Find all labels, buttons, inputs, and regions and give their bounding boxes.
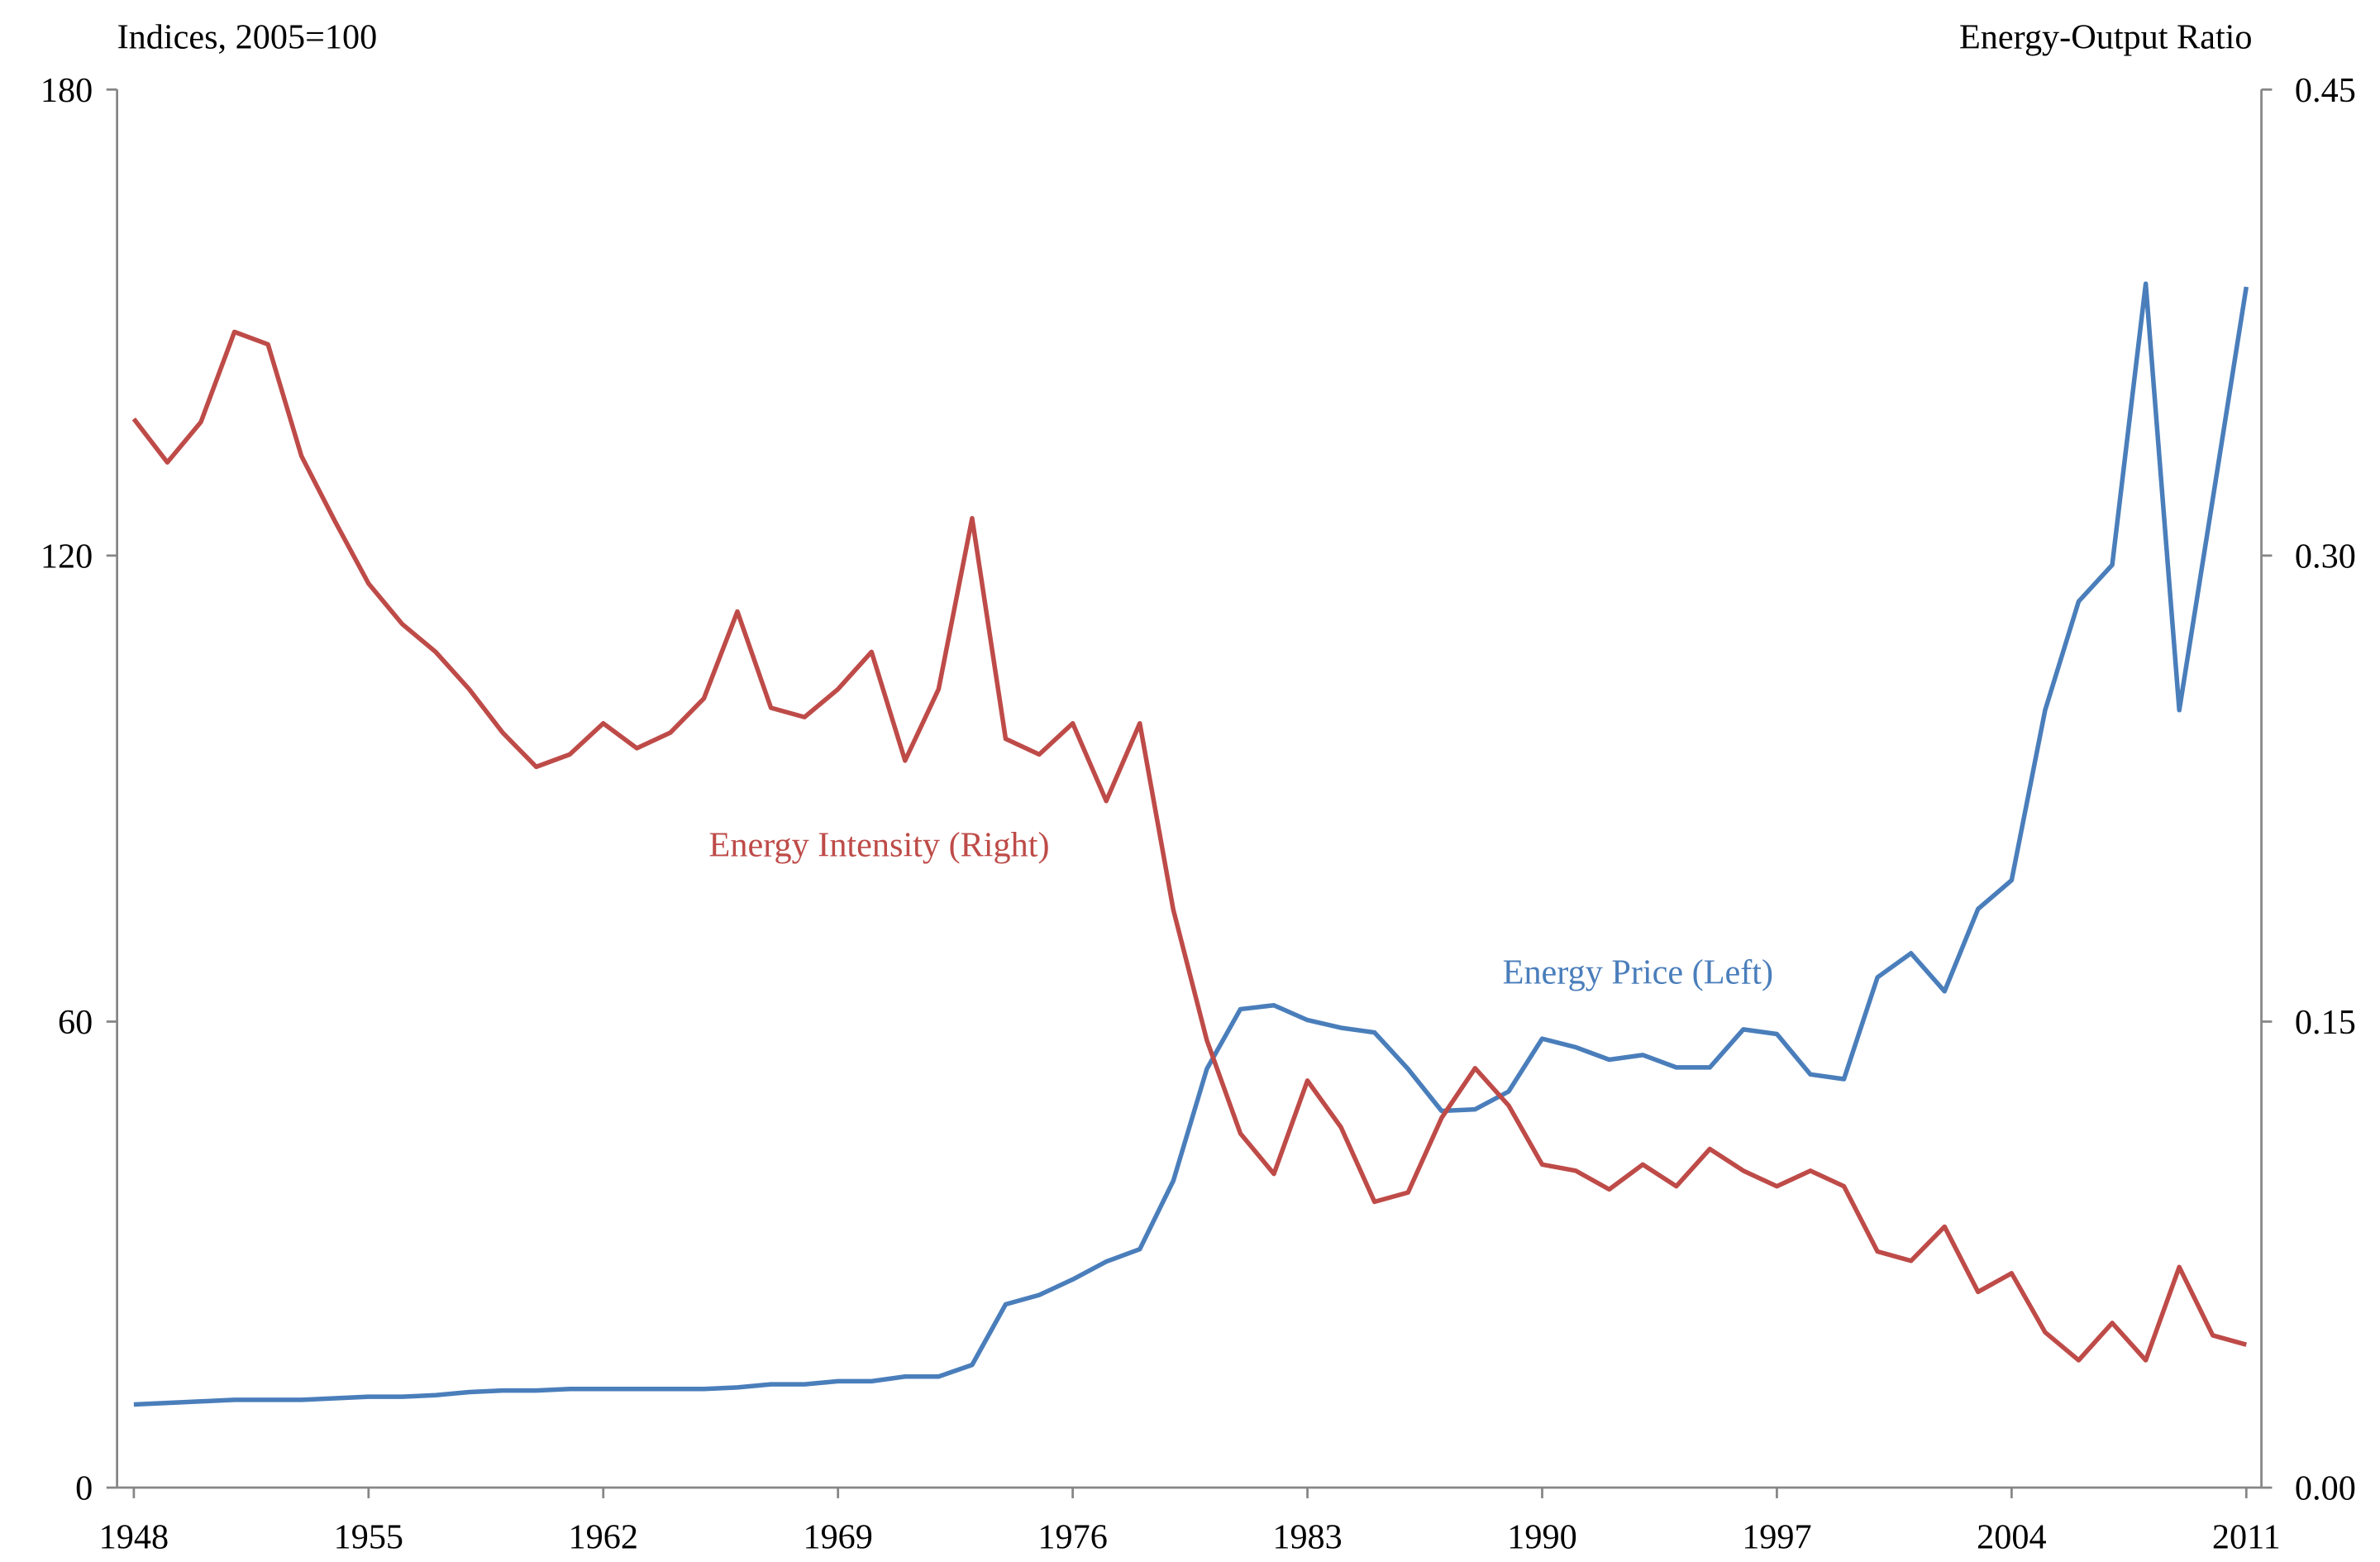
x-tick-label: 1962 bbox=[569, 1517, 638, 1556]
y2-tick-label: 0.45 bbox=[2295, 71, 2356, 110]
y-tick-label: 60 bbox=[58, 1003, 93, 1042]
x-tick-label: 1983 bbox=[1272, 1517, 1342, 1556]
x-tick-label: 2011 bbox=[2212, 1517, 2281, 1556]
x-tick-label: 2004 bbox=[1977, 1517, 2046, 1556]
x-tick-label: 1955 bbox=[334, 1517, 403, 1556]
x-tick-label: 1969 bbox=[803, 1517, 872, 1556]
y2-axis-label: Energy-Output Ratio bbox=[1959, 18, 2253, 57]
y-tick-label: 120 bbox=[41, 537, 93, 576]
y2-tick-label: 0.00 bbox=[2295, 1469, 2356, 1508]
y-tick-label: 180 bbox=[41, 71, 93, 110]
series-line bbox=[131, 329, 2248, 1363]
y2-tick-label: 0.15 bbox=[2295, 1003, 2356, 1042]
x-tick-label: 1990 bbox=[1507, 1517, 1576, 1556]
y2-tick-label: 0.30 bbox=[2295, 537, 2356, 576]
y-axis-label: Indices, 2005=100 bbox=[117, 18, 378, 57]
series-label: Energy Price (Left) bbox=[1503, 953, 1773, 992]
x-tick-label: 1976 bbox=[1037, 1517, 1107, 1556]
y-tick-label: 0 bbox=[75, 1469, 93, 1508]
x-tick-label: 1997 bbox=[1742, 1517, 1811, 1556]
series-line bbox=[133, 281, 2249, 1407]
series-label: Energy Intensity (Right) bbox=[709, 825, 1050, 864]
x-tick-label: 1948 bbox=[99, 1517, 169, 1556]
